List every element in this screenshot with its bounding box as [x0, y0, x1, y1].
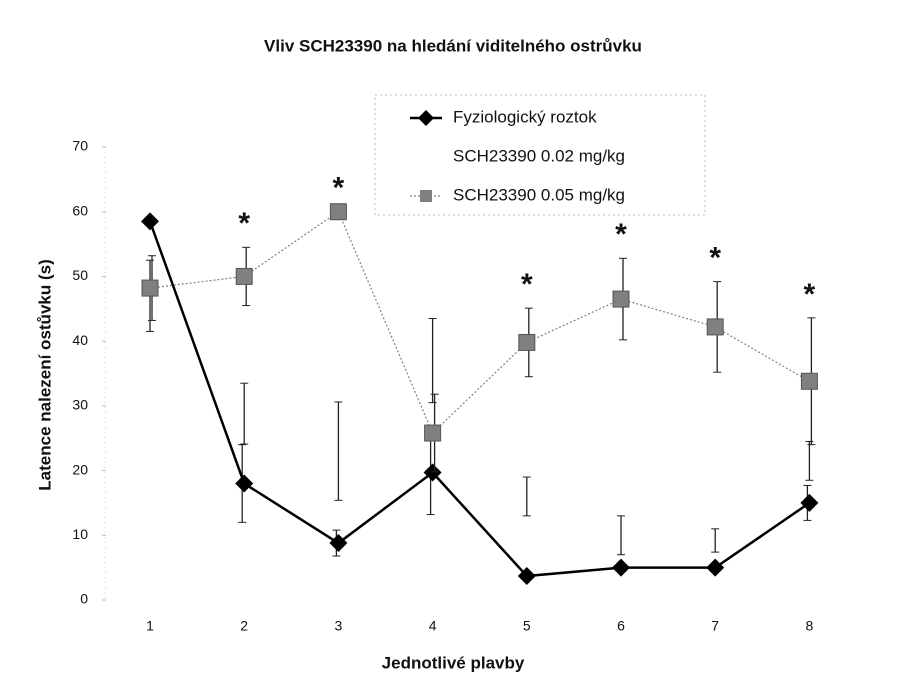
marker — [235, 267, 253, 285]
x-tick-label: 5 — [523, 618, 531, 634]
x-tick-label: 2 — [240, 618, 248, 634]
x-tick-label: 7 — [711, 618, 719, 634]
x-tick-label: 4 — [429, 618, 437, 634]
chart-title: Vliv SCH23390 na hledání viditelného ost… — [264, 36, 642, 55]
y-tick-label: 20 — [72, 461, 88, 477]
series-line — [148, 220, 811, 578]
y-tick-label: 50 — [72, 267, 88, 283]
marker — [141, 212, 159, 231]
marker — [141, 279, 159, 297]
y-tick-label: 40 — [72, 332, 88, 348]
legend-marker — [420, 190, 432, 202]
legend-label: Fyziologický roztok — [453, 107, 597, 126]
y-axis-label: Latence nalezení ostůvku (s) — [35, 259, 54, 490]
y-tick-label: 30 — [72, 397, 88, 413]
series-line — [149, 210, 810, 435]
marker — [800, 493, 819, 512]
x-tick-label: 1 — [146, 618, 154, 634]
marker — [235, 474, 254, 493]
marker — [517, 567, 536, 586]
marker — [518, 333, 536, 351]
significance-mark: * — [709, 242, 721, 275]
legend-marker — [418, 110, 434, 126]
significance-mark: * — [238, 207, 250, 240]
marker — [800, 372, 818, 390]
y-tick-label: 10 — [72, 526, 88, 542]
significance-mark: * — [615, 218, 627, 251]
marker — [612, 290, 630, 308]
legend-label: SCH23390 0.02 mg/kg — [453, 146, 625, 165]
x-axis-label: Jednotlivé plavby — [382, 653, 525, 672]
x-tick-label: 6 — [617, 618, 625, 634]
marker — [329, 534, 348, 553]
significance-mark: * — [521, 268, 533, 301]
x-tick-label: 8 — [806, 618, 814, 634]
x-tick-label: 3 — [335, 618, 343, 634]
significance-mark: * — [333, 172, 345, 205]
marker — [329, 203, 347, 221]
y-tick-label: 60 — [72, 202, 88, 218]
legend-label: SCH23390 0.05 mg/kg — [453, 185, 625, 204]
y-tick-label: 0 — [80, 591, 88, 607]
marker — [706, 558, 725, 577]
marker — [612, 558, 630, 577]
marker — [424, 424, 442, 442]
marker — [706, 318, 724, 336]
marker — [423, 463, 442, 482]
significance-mark: * — [804, 278, 816, 311]
y-tick-label: 70 — [72, 138, 88, 154]
